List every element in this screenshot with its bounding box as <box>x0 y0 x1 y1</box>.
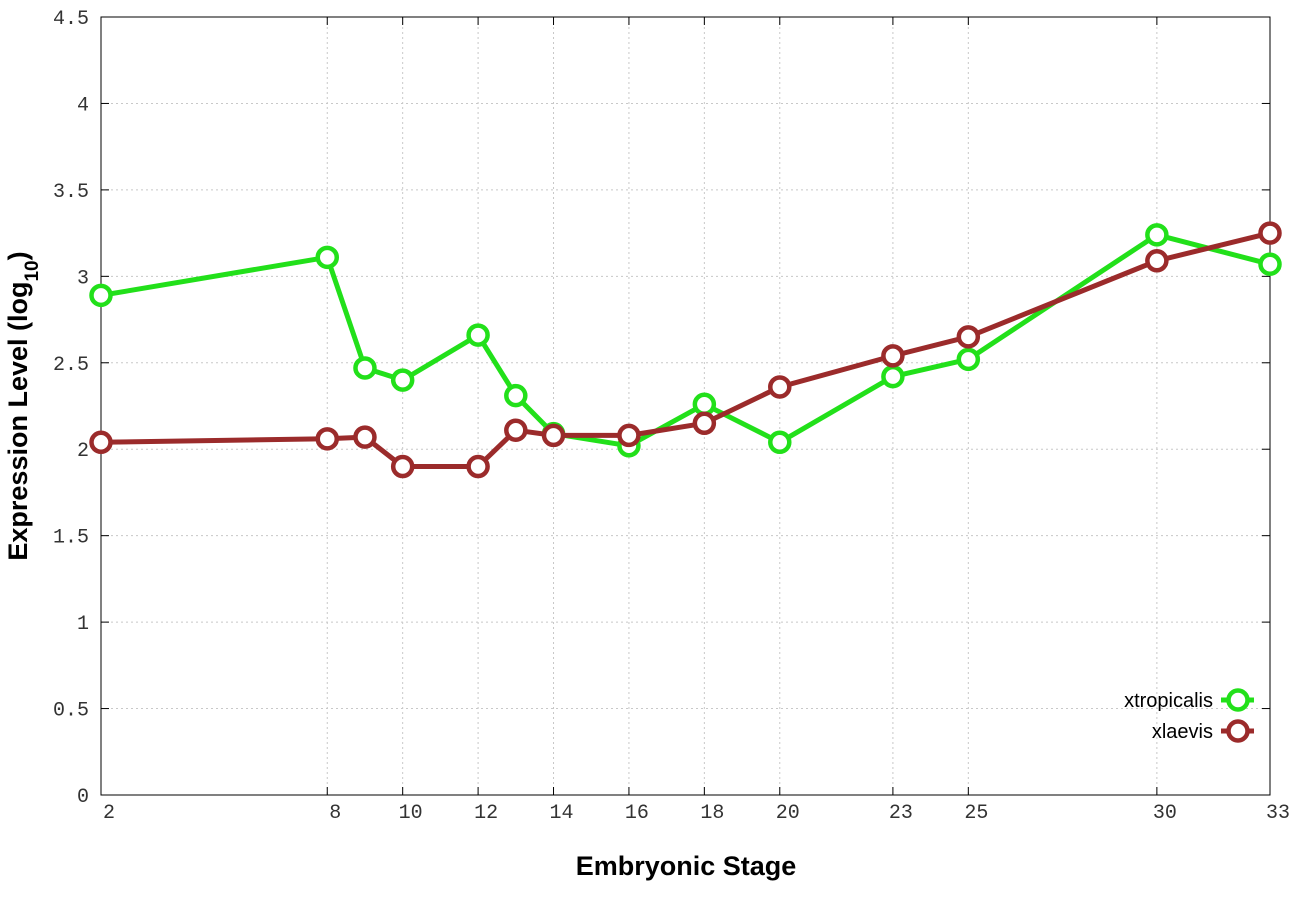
data-point-xtropicalis <box>692 392 717 417</box>
x-tick-label: 14 <box>550 802 574 825</box>
data-point-xtropicalis <box>956 347 981 372</box>
y-tick-label: 1 <box>77 613 89 636</box>
y-axis-title-main: Expression Level (log <box>3 282 33 561</box>
series-xtropicalis <box>89 223 1282 458</box>
data-point-xtropicalis <box>353 356 377 380</box>
x-tick-label: 20 <box>776 802 800 825</box>
data-point-xtropicalis <box>315 245 340 270</box>
y-tick-label: 4 <box>77 94 89 117</box>
y-tick-label: 2.5 <box>53 354 89 377</box>
data-point-xtropicalis <box>881 364 905 389</box>
x-tick-label: 18 <box>700 802 724 825</box>
data-point-xlaevis <box>881 344 905 368</box>
data-point-xlaevis <box>956 325 981 349</box>
data-point-xlaevis <box>390 454 415 479</box>
data-point-xtropicalis <box>89 283 113 308</box>
series-layer <box>89 221 1282 479</box>
data-point-xtropicalis <box>1258 252 1282 276</box>
x-tick-label: 16 <box>625 802 649 825</box>
y-tick-label: 3 <box>77 267 89 290</box>
series-line-xtropicalis <box>100 232 1271 449</box>
x-axis-title: Embryonic Stage <box>576 851 797 881</box>
legend-item-xlaevis: xlaevis <box>1152 719 1254 743</box>
legend-item-xtropicalis: xtropicalis <box>1124 688 1254 712</box>
data-point-xlaevis <box>541 423 566 448</box>
legend-label: xlaevis <box>1152 721 1213 743</box>
legend: xtropicalis xlaevis <box>1124 688 1254 743</box>
data-point-xlaevis <box>315 427 340 451</box>
x-tick-label: 2 <box>103 802 115 825</box>
x-tick-label: 30 <box>1153 802 1177 825</box>
y-tick-label: 2 <box>77 440 89 463</box>
x-tick-label: 25 <box>964 802 988 825</box>
series-xlaevis <box>89 221 1282 479</box>
grid <box>101 17 1270 795</box>
data-point-xtropicalis <box>1145 223 1169 247</box>
data-point-xlaevis <box>353 425 377 449</box>
legend-marker <box>1226 688 1250 712</box>
data-point-xtropicalis <box>466 323 490 347</box>
x-tick-label: 33 <box>1266 802 1290 825</box>
data-point-xlaevis <box>1145 249 1169 273</box>
x-tick-label: 8 <box>329 802 341 825</box>
data-point-xlaevis <box>617 423 641 448</box>
data-point-xtropicalis <box>768 430 792 455</box>
x-tick-label: 10 <box>399 802 423 825</box>
y-tick-label: 0 <box>77 786 89 809</box>
y-tick-label: 1.5 <box>53 527 89 550</box>
data-point-xlaevis <box>466 454 490 479</box>
data-point-xlaevis <box>768 375 792 399</box>
legend-label: xtropicalis <box>1124 690 1213 712</box>
data-point-xlaevis <box>692 411 717 436</box>
data-point-xlaevis <box>89 430 113 455</box>
data-point-xlaevis <box>1258 221 1282 245</box>
y-tick-label: 0.5 <box>53 700 89 723</box>
y-tick-label: 3.5 <box>53 181 89 204</box>
y-axis-title-close: ) <box>3 251 33 260</box>
y-axis-title-subscript: 10 <box>22 260 43 281</box>
legend-marker <box>1226 719 1250 743</box>
axis-ticks: 0 0.5 1 1.5 2 2.5 3 3.5 4 4.5 2 8 10 12 14 16 18 20 23 25 30… <box>53 8 1290 825</box>
data-point-xlaevis <box>504 418 528 442</box>
data-point-xtropicalis <box>504 383 528 408</box>
x-tick-label: 12 <box>474 802 498 825</box>
data-point-xtropicalis <box>390 368 415 392</box>
y-axis-title: Expression Level (log10) <box>3 251 43 560</box>
y-tick-label: 4.5 <box>53 8 89 31</box>
x-tick-label: 23 <box>889 802 913 825</box>
plot-frame <box>100 16 1271 796</box>
